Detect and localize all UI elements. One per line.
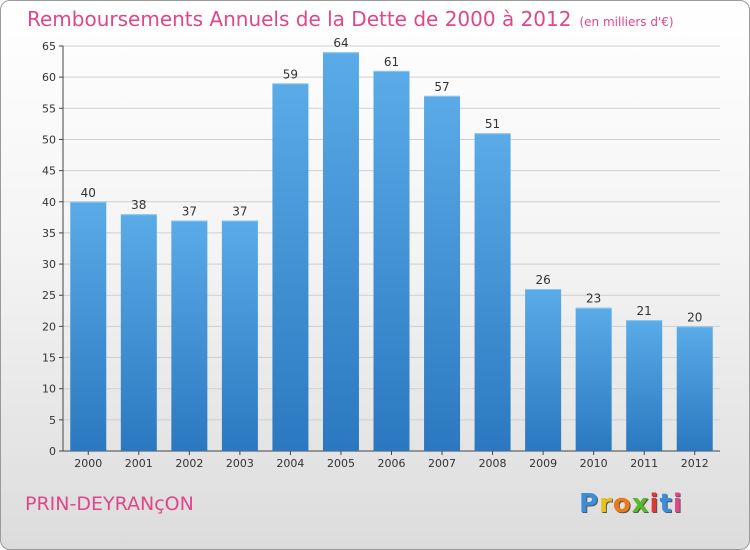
x-tick-label: 2008 xyxy=(479,457,507,470)
commune-name: PRIN-DEYRANçON xyxy=(25,493,194,515)
y-tick-label: 15 xyxy=(42,352,56,365)
x-tick-label: 2005 xyxy=(327,457,355,470)
y-tick-label: 65 xyxy=(42,40,56,53)
data-label: 51 xyxy=(485,117,500,131)
data-label: 20 xyxy=(687,310,702,324)
bar xyxy=(626,320,663,451)
bar xyxy=(474,133,511,451)
proxiti-logo: Proxiti xyxy=(579,489,683,519)
x-tick-label: 2003 xyxy=(226,457,254,470)
y-tick-label: 50 xyxy=(42,133,56,146)
bar xyxy=(575,307,612,451)
x-tick-label: 2006 xyxy=(378,457,406,470)
x-tick-label: 2009 xyxy=(529,457,557,470)
y-tick-label: 55 xyxy=(42,102,56,115)
bar-chart: 0 5 10 15 20 25 30 35 40 45 50 55 60 65 40 2000 38 2001 37… xyxy=(42,36,720,470)
bar xyxy=(221,220,258,451)
y-tick-label: 35 xyxy=(42,227,56,240)
data-label: 61 xyxy=(384,55,399,69)
data-label: 64 xyxy=(333,36,348,50)
data-label: 57 xyxy=(434,80,449,94)
x-tick-label: 2002 xyxy=(175,457,203,470)
bar xyxy=(70,201,107,451)
data-label: 21 xyxy=(637,304,652,318)
y-tick-label: 40 xyxy=(42,196,56,209)
bar xyxy=(373,70,410,451)
y-tick-label: 30 xyxy=(42,258,56,271)
bar xyxy=(120,214,157,451)
data-label: 37 xyxy=(182,204,197,218)
x-tick-label: 2001 xyxy=(125,457,153,470)
data-label: 59 xyxy=(283,67,298,81)
title-text: Remboursements Annuels de la Dette de 20… xyxy=(27,7,572,31)
x-tick-label: 2000 xyxy=(74,457,102,470)
x-tick-label: 2007 xyxy=(428,457,456,470)
y-tick-label: 0 xyxy=(49,445,56,458)
y-tick-label: 25 xyxy=(42,289,56,302)
y-tick-label: 5 xyxy=(49,414,56,427)
unit-text: (en milliers d'€) xyxy=(579,15,674,29)
y-tick-label: 60 xyxy=(42,71,56,84)
bar xyxy=(322,52,359,451)
bar xyxy=(676,326,713,451)
data-label: 37 xyxy=(232,204,247,218)
data-label: 26 xyxy=(535,273,550,287)
y-tick-label: 45 xyxy=(42,165,56,178)
bar xyxy=(272,83,309,451)
chart-title: Remboursements Annuels de la Dette de 20… xyxy=(27,7,674,31)
data-label: 40 xyxy=(81,186,96,200)
x-tick-label: 2011 xyxy=(630,457,658,470)
bar xyxy=(424,95,461,451)
data-label: 38 xyxy=(131,198,146,212)
y-tick-label: 10 xyxy=(42,383,56,396)
data-label: 23 xyxy=(586,292,601,306)
x-tick-label: 2004 xyxy=(276,457,304,470)
x-tick-label: 2012 xyxy=(681,457,709,470)
x-tick-label: 2010 xyxy=(580,457,608,470)
y-tick-label: 20 xyxy=(42,320,56,333)
bar xyxy=(171,220,208,451)
bar xyxy=(525,289,562,451)
